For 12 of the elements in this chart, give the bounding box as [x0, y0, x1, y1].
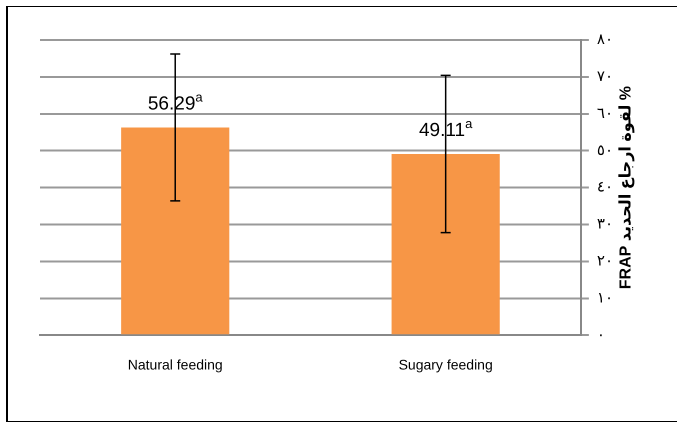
y-tick-label: ٣٠: [596, 216, 614, 233]
x-tick-label: Natural feeding: [128, 356, 223, 372]
y-tick-label: ٥٠: [596, 142, 614, 159]
y-axis-title: % لقوة ارجاع الحديد FRAP: [617, 86, 634, 290]
y-tick-label: ٤٠: [596, 178, 614, 196]
y-tick-label: ٦٠: [596, 104, 614, 122]
y-tick-label: ٠: [596, 326, 605, 344]
y-tick-label: ١٠: [596, 289, 614, 306]
x-tick-label: Sugary feeding: [398, 356, 493, 372]
y-tick-label: ٨٠: [596, 31, 614, 48]
y-tick-label: ٢٠: [596, 252, 614, 270]
y-tick-label: ٧٠: [596, 68, 614, 86]
